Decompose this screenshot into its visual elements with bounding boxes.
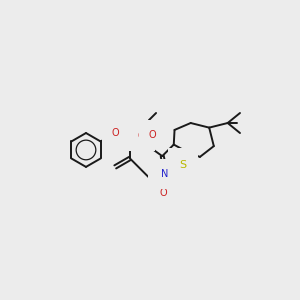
Text: O: O [160,188,168,198]
Text: O: O [131,128,139,138]
Text: O: O [148,130,156,140]
Text: N: N [161,169,168,179]
Text: H: H [157,168,163,177]
Text: O: O [111,128,119,138]
Text: O: O [138,131,145,141]
Text: S: S [179,160,187,170]
